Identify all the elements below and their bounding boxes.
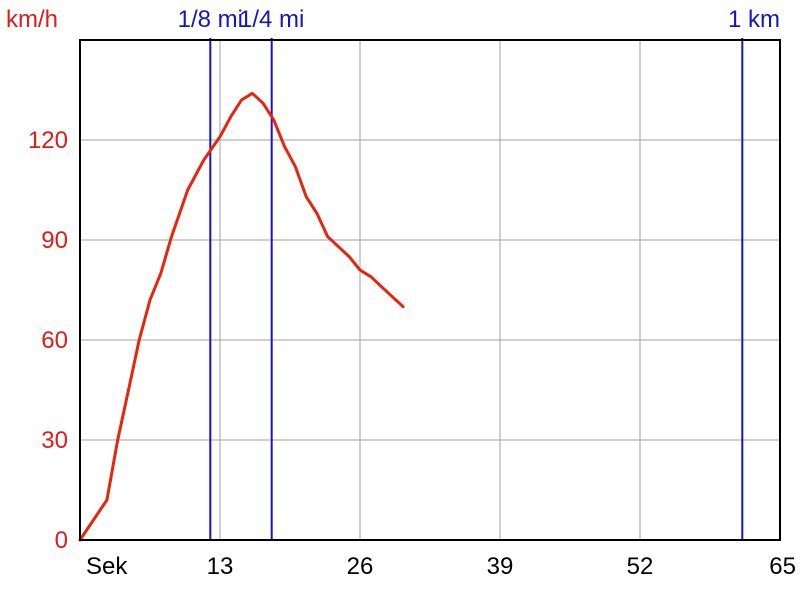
x-tick-label: 39 xyxy=(487,553,514,580)
grid xyxy=(80,40,780,540)
x-tick-labels: 13 26 39 52 65 xyxy=(207,553,796,580)
y-tick-label: 30 xyxy=(41,427,68,454)
x-tick-label: 26 xyxy=(347,553,374,580)
plot-frame xyxy=(79,39,781,541)
distance-markers xyxy=(209,38,744,540)
x-axis-unit-label: Sek xyxy=(86,553,128,580)
x-tick-label: 52 xyxy=(627,553,654,580)
y-tick-label: 90 xyxy=(41,227,68,254)
speed-series-line xyxy=(78,91,405,542)
distance-marker-label: 1/4 mi xyxy=(239,6,304,33)
series-layer xyxy=(78,91,405,542)
x-tick-label: 65 xyxy=(769,553,796,580)
x-tick-label: 13 xyxy=(207,553,234,580)
distance-marker-label: 1 km xyxy=(728,6,780,33)
marker-labels: 1/8 mi1/4 mi 1 km xyxy=(178,6,780,33)
y-tick-label: 120 xyxy=(28,127,68,154)
distance-marker-label: 1/8 mi xyxy=(178,6,243,33)
y-tick-label: 60 xyxy=(41,327,68,354)
y-tick-labels: 0 30 60 90 120 xyxy=(28,127,68,554)
y-tick-label: 0 xyxy=(55,527,68,554)
y-axis-unit-label: km/h xyxy=(6,6,58,33)
